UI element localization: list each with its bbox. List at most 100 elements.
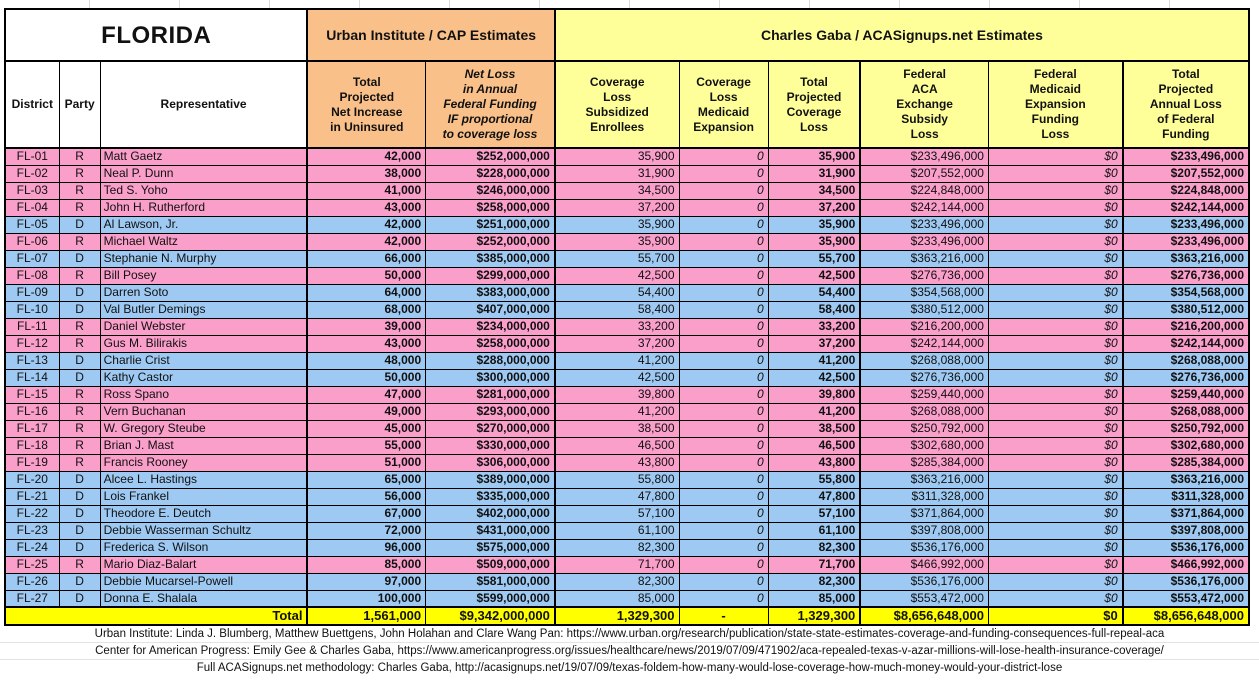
cell-total-annual-funding-loss: $233,496,000: [1121, 147, 1250, 166]
cell-coverage-loss-medicaid: 0: [678, 198, 769, 217]
cell-district: FL-02: [4, 164, 60, 183]
cell-coverage-loss-subsidized: 35,900: [553, 215, 680, 234]
cell-total-annual-funding-loss: $242,144,000: [1121, 334, 1250, 353]
cell-medicaid-funding-loss: $0: [987, 181, 1124, 200]
cell-aca-subsidy-loss: $276,736,000: [859, 368, 989, 387]
cell-coverage-loss-subsidized: 85,000: [553, 589, 680, 608]
cell-coverage-loss-subsidized: 57,100: [553, 504, 680, 523]
total-subsidized: 1,329,300: [553, 606, 680, 626]
cell-medicaid-funding-loss: $0: [987, 232, 1124, 251]
cell-total-coverage-loss: 57,100: [767, 504, 861, 523]
cell-coverage-loss-medicaid: 0: [678, 317, 769, 336]
cell-district: FL-22: [4, 504, 60, 523]
cell-representative: Theodore E. Deutch: [99, 504, 308, 523]
cell-coverage-loss-medicaid: 0: [678, 436, 769, 455]
cell-total-coverage-loss: 42,500: [767, 368, 861, 387]
group-header-row: FLORIDA Urban Institute / CAP Estimates …: [4, 8, 1250, 62]
cell-medicaid-funding-loss: $0: [987, 470, 1124, 489]
cell-net-loss-federal-funding: $431,000,000: [425, 521, 556, 540]
cell-party: D: [58, 487, 101, 506]
cell-net-loss-federal-funding: $281,000,000: [425, 385, 556, 404]
cell-district: FL-10: [4, 300, 60, 319]
cell-party: D: [58, 470, 101, 489]
cell-total-coverage-loss: 43,800: [767, 453, 861, 472]
source-footnotes: Urban Institute: Linda J. Blumberg, Matt…: [0, 626, 1259, 677]
cell-net-increase-uninsured: 49,000: [306, 402, 427, 421]
cell-medicaid-funding-loss: $0: [987, 419, 1124, 438]
cell-net-loss-federal-funding: $383,000,000: [425, 283, 556, 302]
table-header: FLORIDA Urban Institute / CAP Estimates …: [4, 8, 1250, 149]
cell-total-annual-funding-loss: $233,496,000: [1121, 215, 1250, 234]
cell-representative: Brian J. Mast: [99, 436, 308, 455]
table-body: FL-01 R Matt Gaetz 42,000 $252,000,000 35,900…: [4, 147, 1250, 608]
cell-net-loss-federal-funding: $575,000,000: [425, 538, 556, 557]
cell-coverage-loss-subsidized: 34,500: [553, 181, 680, 200]
total-coverage-loss: 1,329,300: [767, 606, 861, 626]
table-row: FL-03 R Ted S. Yoho 41,000 $246,000,000 34,50…: [4, 181, 1250, 200]
cell-total-annual-funding-loss: $553,472,000: [1121, 589, 1250, 608]
cell-total-annual-funding-loss: $536,176,000: [1121, 538, 1250, 557]
cell-representative: Al Lawson, Jr.: [99, 215, 308, 234]
cell-party: D: [58, 283, 101, 302]
cell-district: FL-16: [4, 402, 60, 421]
cell-medicaid-funding-loss: $0: [987, 249, 1124, 268]
cell-coverage-loss-subsidized: 41,200: [553, 402, 680, 421]
total-subsidy-loss: $8,656,648,000: [859, 606, 989, 626]
cell-coverage-loss-subsidized: 82,300: [553, 538, 680, 557]
cell-aca-subsidy-loss: $363,216,000: [859, 470, 989, 489]
urban-institute-group-header: Urban Institute / CAP Estimates: [306, 8, 556, 62]
table-row: FL-18 R Brian J. Mast 55,000 $330,000,000 46,…: [4, 436, 1250, 455]
cell-total-annual-funding-loss: $233,496,000: [1121, 232, 1250, 251]
cell-medicaid-funding-loss: $0: [987, 266, 1124, 285]
cell-medicaid-funding-loss: $0: [987, 589, 1124, 608]
cell-net-loss-federal-funding: $385,000,000: [425, 249, 556, 268]
cell-party: R: [58, 436, 101, 455]
cell-net-increase-uninsured: 38,000: [306, 164, 427, 183]
cell-total-coverage-loss: 39,800: [767, 385, 861, 404]
table-row: FL-20 D Alcee L. Hastings 65,000 $389,000,00…: [4, 470, 1250, 489]
table-row: FL-22 D Theodore E. Deutch 67,000 $402,000,0…: [4, 504, 1250, 523]
cell-net-loss-federal-funding: $402,000,000: [425, 504, 556, 523]
cell-net-increase-uninsured: 48,000: [306, 351, 427, 370]
cell-net-increase-uninsured: 67,000: [306, 504, 427, 523]
cell-aca-subsidy-loss: $380,512,000: [859, 300, 989, 319]
cell-district: FL-09: [4, 283, 60, 302]
cell-aca-subsidy-loss: $311,328,000: [859, 487, 989, 506]
cell-medicaid-funding-loss: $0: [987, 215, 1124, 234]
cell-net-increase-uninsured: 51,000: [306, 453, 427, 472]
cell-party: R: [58, 164, 101, 183]
cell-coverage-loss-subsidized: 31,900: [553, 164, 680, 183]
cell-coverage-loss-medicaid: 0: [678, 521, 769, 540]
cell-medicaid-funding-loss: $0: [987, 521, 1124, 540]
cell-party: R: [58, 453, 101, 472]
cell-representative: Kathy Castor: [99, 368, 308, 387]
cell-medicaid-funding-loss: $0: [987, 334, 1124, 353]
cell-net-increase-uninsured: 64,000: [306, 283, 427, 302]
cell-total-annual-funding-loss: $371,864,000: [1121, 504, 1250, 523]
cell-total-coverage-loss: 55,700: [767, 249, 861, 268]
cell-total-coverage-loss: 58,400: [767, 300, 861, 319]
cell-party: R: [58, 555, 101, 574]
cell-net-loss-federal-funding: $252,000,000: [425, 147, 556, 166]
cell-party: R: [58, 385, 101, 404]
cell-net-loss-federal-funding: $270,000,000: [425, 419, 556, 438]
col-header-aca-subsidy-loss: Federal ACA Exchange Subsidy Loss: [859, 60, 989, 149]
cell-coverage-loss-medicaid: 0: [678, 351, 769, 370]
cell-coverage-loss-subsidized: 55,800: [553, 470, 680, 489]
cell-district: FL-06: [4, 232, 60, 251]
cell-total-coverage-loss: 82,300: [767, 572, 861, 591]
cell-party: R: [58, 181, 101, 200]
cell-aca-subsidy-loss: $233,496,000: [859, 147, 989, 166]
cell-party: D: [58, 538, 101, 557]
table-row: FL-01 R Matt Gaetz 42,000 $252,000,000 35,900…: [4, 147, 1250, 166]
cell-coverage-loss-subsidized: 42,500: [553, 266, 680, 285]
cell-party: R: [58, 334, 101, 353]
cell-net-increase-uninsured: 55,000: [306, 436, 427, 455]
cell-aca-subsidy-loss: $302,680,000: [859, 436, 989, 455]
table-row: FL-16 R Vern Buchanan 49,000 $293,000,000 41,…: [4, 402, 1250, 421]
cell-net-increase-uninsured: 42,000: [306, 215, 427, 234]
cell-party: R: [58, 232, 101, 251]
cell-net-loss-federal-funding: $252,000,000: [425, 232, 556, 251]
table-footer: Total 1,561,000 $9,342,000,000 1,329,300…: [4, 606, 1250, 626]
cell-district: FL-19: [4, 453, 60, 472]
